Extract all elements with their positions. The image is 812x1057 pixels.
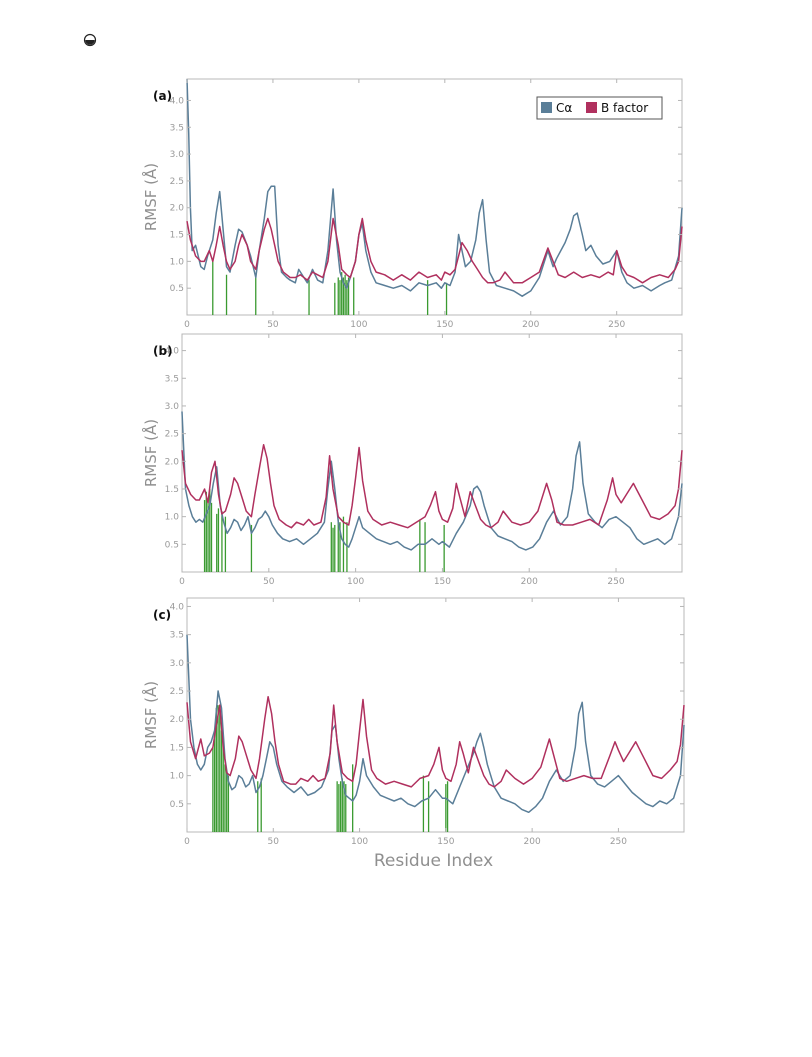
x-tick-label: 150: [434, 577, 451, 587]
y-tick-label: 3.0: [165, 402, 180, 412]
plot-frame: [186, 597, 685, 833]
marker-group: [212, 705, 449, 832]
y-tick-label: 1.5: [165, 485, 179, 495]
y-tick-label: 0.5: [170, 284, 184, 294]
y-tick-label: 2.5: [165, 430, 179, 440]
y-tick-label: 4.0: [170, 602, 185, 612]
panel-label: (b): [153, 344, 173, 358]
x-tick-label: 200: [524, 837, 541, 847]
legend-swatch-bfactor: [586, 102, 597, 113]
x-tick-label: 50: [267, 320, 279, 330]
y-tick-label: 3.5: [165, 374, 179, 384]
y-tick-label: 3.0: [170, 659, 185, 669]
y-axis-label: RMSF (Å): [141, 681, 160, 749]
x-tick-label: 0: [184, 320, 190, 330]
x-tick-label: 50: [268, 837, 280, 847]
panel-label: (c): [153, 608, 171, 622]
x-tick-label: 100: [350, 320, 367, 330]
x-tick-label: 250: [608, 320, 625, 330]
x-tick-label: 150: [436, 320, 453, 330]
y-axis-label: RMSF (Å): [141, 163, 160, 231]
chart-panel-0: 0.5 1.0 1.5 2.0 2.5 3.0 3.5 4.0 0 50 100 150 200 250 R…: [141, 78, 683, 330]
y-tick-label: 1.5: [170, 743, 184, 753]
y-tick-label: 1.0: [165, 513, 180, 523]
y-tick-label: 3.5: [170, 123, 184, 133]
bfactor-line: [186, 695, 685, 788]
x-tick-label: 50: [263, 577, 275, 587]
legend: Cα B factor: [536, 96, 663, 120]
panel-label: (a): [153, 89, 172, 103]
x-tick-label: 150: [437, 837, 454, 847]
y-tick-label: 2.0: [170, 715, 185, 725]
bfactor-line: [186, 217, 683, 284]
circle-half-icon: [83, 33, 97, 47]
x-axis-label: Residue Index: [374, 851, 493, 871]
x-tick-label: 100: [351, 837, 368, 847]
y-tick-label: 2.5: [170, 687, 184, 697]
chart-panel-2: 0.5 1.0 1.5 2.0 2.5 3.0 3.5 4.0 0 50 100 150 200 250 R…: [141, 597, 685, 871]
x-tick-label: 250: [607, 577, 624, 587]
y-tick-label: 0.5: [170, 800, 184, 810]
legend-label-ca: Cα: [556, 101, 572, 115]
plot-frame: [181, 333, 683, 573]
bfactor-line: [181, 443, 683, 529]
x-tick-label: 0: [179, 577, 185, 587]
y-tick-label: 0.5: [165, 540, 179, 550]
y-tick-label: 3.5: [170, 631, 184, 641]
y-tick-label: 3.0: [170, 150, 185, 160]
legend-box: [536, 96, 663, 120]
chart-panel-1: 0.5 1.0 1.5 2.0 2.5 3.0 3.5 4.0 0 50 100 150 200 250 R…: [141, 333, 683, 587]
y-tick-label: 1.0: [170, 257, 185, 267]
x-tick-label: 200: [521, 577, 538, 587]
y-tick-label: 2.5: [170, 177, 184, 187]
y-tick-label: 4.0: [165, 347, 180, 357]
legend-label-bfactor: B factor: [601, 101, 648, 115]
marker-group: [203, 488, 445, 572]
y-tick-label: 4.0: [170, 96, 185, 106]
y-axis-label: RMSF (Å): [141, 419, 160, 487]
legend-swatch-ca: [541, 102, 552, 113]
ca-line: [186, 78, 683, 297]
x-tick-label: 0: [184, 837, 190, 847]
y-tick-label: 2.0: [170, 204, 185, 214]
marker-group: [212, 261, 448, 315]
ca-line: [181, 411, 683, 551]
y-tick-label: 1.0: [170, 772, 185, 782]
x-tick-label: 200: [522, 320, 539, 330]
y-tick-label: 2.0: [165, 457, 180, 467]
x-tick-label: 250: [610, 837, 627, 847]
y-tick-label: 1.5: [170, 231, 184, 241]
x-tick-label: 100: [347, 577, 364, 587]
ca-line: [186, 634, 685, 814]
